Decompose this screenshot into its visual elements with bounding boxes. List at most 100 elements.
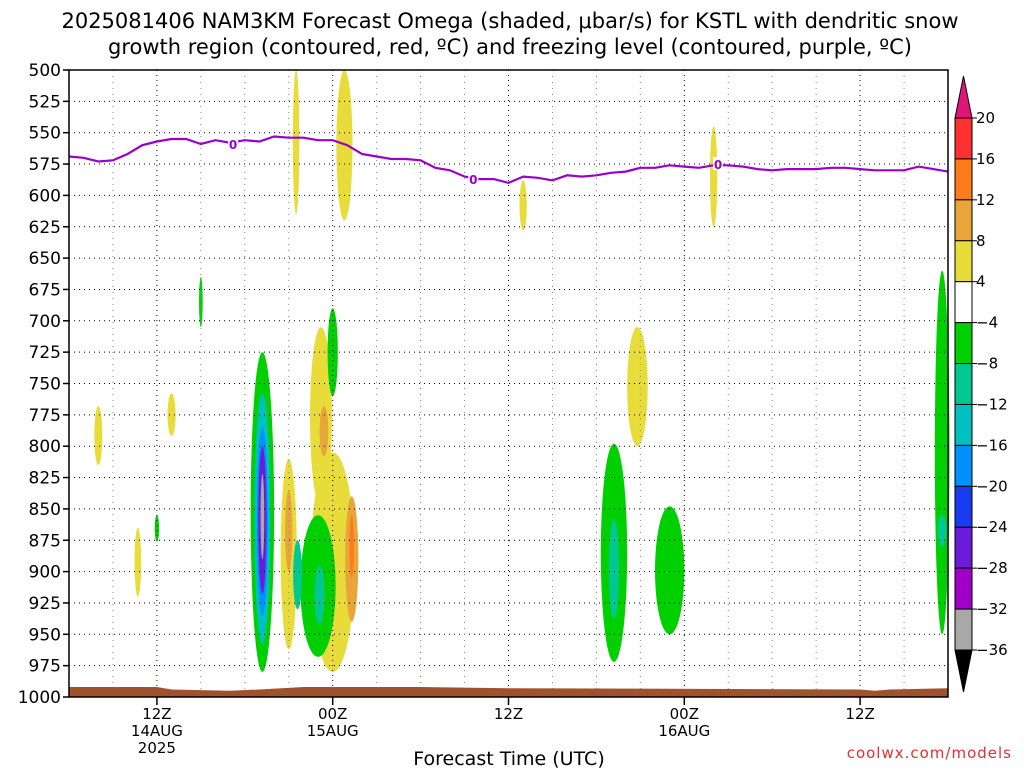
- x-axis-label: Forecast Time (UTC): [413, 748, 604, 768]
- y-tick-label-1000: 1000: [18, 688, 61, 708]
- colorbar-band-10: [954, 526, 973, 569]
- y-tick-label-650: 650: [29, 249, 61, 269]
- colorbar-band-7: [954, 403, 973, 446]
- omega-cell-24: [327, 308, 338, 397]
- y-tick-label-975: 975: [29, 657, 61, 677]
- y-tick-label-800: 800: [29, 437, 61, 457]
- omega-cell-7: [134, 527, 142, 597]
- x-tick-label-12-0: 12Z: [142, 705, 171, 723]
- colorbar-band-12: [954, 608, 973, 651]
- y-tick-label-950: 950: [29, 625, 61, 645]
- y-tick-label-525: 525: [29, 92, 61, 112]
- omega-cell-4: [199, 276, 203, 328]
- omega-cell-22: [314, 565, 325, 625]
- omega-cell-28: [627, 327, 648, 447]
- colorbar-label-8: −16: [976, 436, 1008, 454]
- omega-cell-2: [519, 180, 527, 231]
- colorbar-label-7: −12: [976, 395, 1008, 413]
- omega-cell-3: [709, 126, 718, 227]
- colorbar-band-6: [954, 363, 973, 405]
- surface-terrain-layer: [69, 687, 948, 697]
- y-tick-label-700: 700: [29, 312, 61, 332]
- colorbar-label-3: 8: [976, 232, 986, 250]
- colorbar-top-arrow: [954, 75, 973, 119]
- y-tick-label-675: 675: [29, 280, 61, 300]
- x-tick-label-12-2: 2025: [138, 739, 176, 757]
- colorbar-band-9: [954, 485, 973, 528]
- y-tick-label-750: 750: [29, 375, 61, 395]
- colorbar-label-0: 20: [976, 109, 995, 127]
- omega-cell-5: [94, 406, 103, 466]
- freezing-level-label-1: 0: [469, 173, 477, 187]
- y-tick-label-600: 600: [29, 186, 61, 206]
- y-tick-label-500: 500: [29, 61, 61, 81]
- colorbar-band-1: [954, 158, 973, 201]
- colorbar-band-2: [954, 199, 973, 242]
- surface-terrain: [69, 687, 948, 697]
- x-tick-label-36-0: 12Z: [494, 705, 523, 723]
- y-axis-ticks: 500 525 550 575 600 625 650 675 700 725 750 775 800 8…: [18, 61, 69, 708]
- y-tick-label-775: 775: [29, 406, 61, 426]
- y-tick-label-550: 550: [29, 124, 61, 144]
- x-tick-label-24-0: 00Z: [318, 705, 347, 723]
- x-tick-label-12-1: 14AUG: [131, 722, 183, 740]
- x-tick-label-24-1: 15AUG: [307, 722, 359, 740]
- colorbar-label-13: −36: [976, 641, 1008, 659]
- colorbar-label-6: −8: [976, 355, 998, 373]
- freezing-level-contour: 0 0 0: [68, 135, 949, 187]
- chart-title-line-2: growth region (contoured, red, ºC) and f…: [108, 35, 912, 59]
- x-tick-label-48-1: 16AUG: [658, 722, 710, 740]
- x-tick-label-48-0: 00Z: [670, 705, 699, 723]
- x-tick-label-60-0: 12Z: [845, 705, 874, 723]
- chart-title-line-1: 2025081406 NAM3KM Forecast Omega (shaded…: [61, 9, 958, 33]
- omega-cell-29: [655, 506, 685, 635]
- colorbar-band-3: [954, 240, 973, 283]
- colorbar-label-9: −20: [976, 477, 1008, 495]
- freezing-label-bg-0: [228, 136, 239, 150]
- freezing-label-bg-2: [712, 157, 723, 171]
- colorbar-label-1: 16: [976, 150, 995, 168]
- colorbar-band-4: [954, 281, 973, 324]
- omega-cell-23: [293, 540, 302, 610]
- colorbar-band-5: [954, 322, 973, 365]
- colorbar-label-2: 12: [976, 191, 995, 209]
- y-tick-label-875: 875: [29, 531, 61, 551]
- colorbar-label-11: −28: [976, 559, 1008, 577]
- freezing-level-label-0: 0: [229, 138, 237, 152]
- omega-colorbar: 20 16 12 8 4 −4 −8 −12 −16 −20 −24 −28 −32 −36: [954, 75, 1008, 693]
- colorbar-label-12: −32: [976, 600, 1008, 618]
- y-tick-label-850: 850: [29, 500, 61, 520]
- plot-frame: [68, 69, 949, 698]
- colorbar-band-8: [954, 444, 973, 487]
- y-tick-label-575: 575: [29, 155, 61, 175]
- omega-shading: [94, 69, 950, 672]
- grid-lines: [69, 70, 948, 697]
- freezing-label-bg-1: [468, 172, 479, 186]
- y-tick-label-825: 825: [29, 469, 61, 489]
- freezing-level-label-2: 0: [714, 158, 722, 172]
- omega-cell-15: [285, 490, 293, 572]
- omega-cell-27: [608, 518, 620, 620]
- colorbar-bottom-arrow: [954, 649, 973, 693]
- colorbar-band-0: [954, 117, 973, 160]
- y-tick-label-900: 900: [29, 563, 61, 583]
- colorbar-label-4: 4: [976, 273, 986, 291]
- omega-cell-20: [349, 515, 354, 578]
- omega-cell-13: [260, 473, 265, 560]
- omega-cell-31: [937, 515, 947, 547]
- credit-text: coolwx.com/models: [847, 744, 1012, 762]
- omega-cell-30: [934, 270, 950, 635]
- omega-cell-8: [154, 515, 160, 542]
- omega-cell-0: [292, 69, 300, 215]
- y-tick-label-925: 925: [29, 594, 61, 614]
- freezing-level-line: [68, 135, 949, 185]
- omega-cell-6: [167, 393, 176, 437]
- y-tick-label-625: 625: [29, 218, 61, 238]
- omega-cell-18: [319, 406, 329, 457]
- y-tick-label-725: 725: [29, 343, 61, 363]
- colorbar-label-5: −4: [976, 314, 998, 332]
- colorbar-band-11: [954, 567, 973, 610]
- colorbar-label-10: −24: [976, 518, 1008, 536]
